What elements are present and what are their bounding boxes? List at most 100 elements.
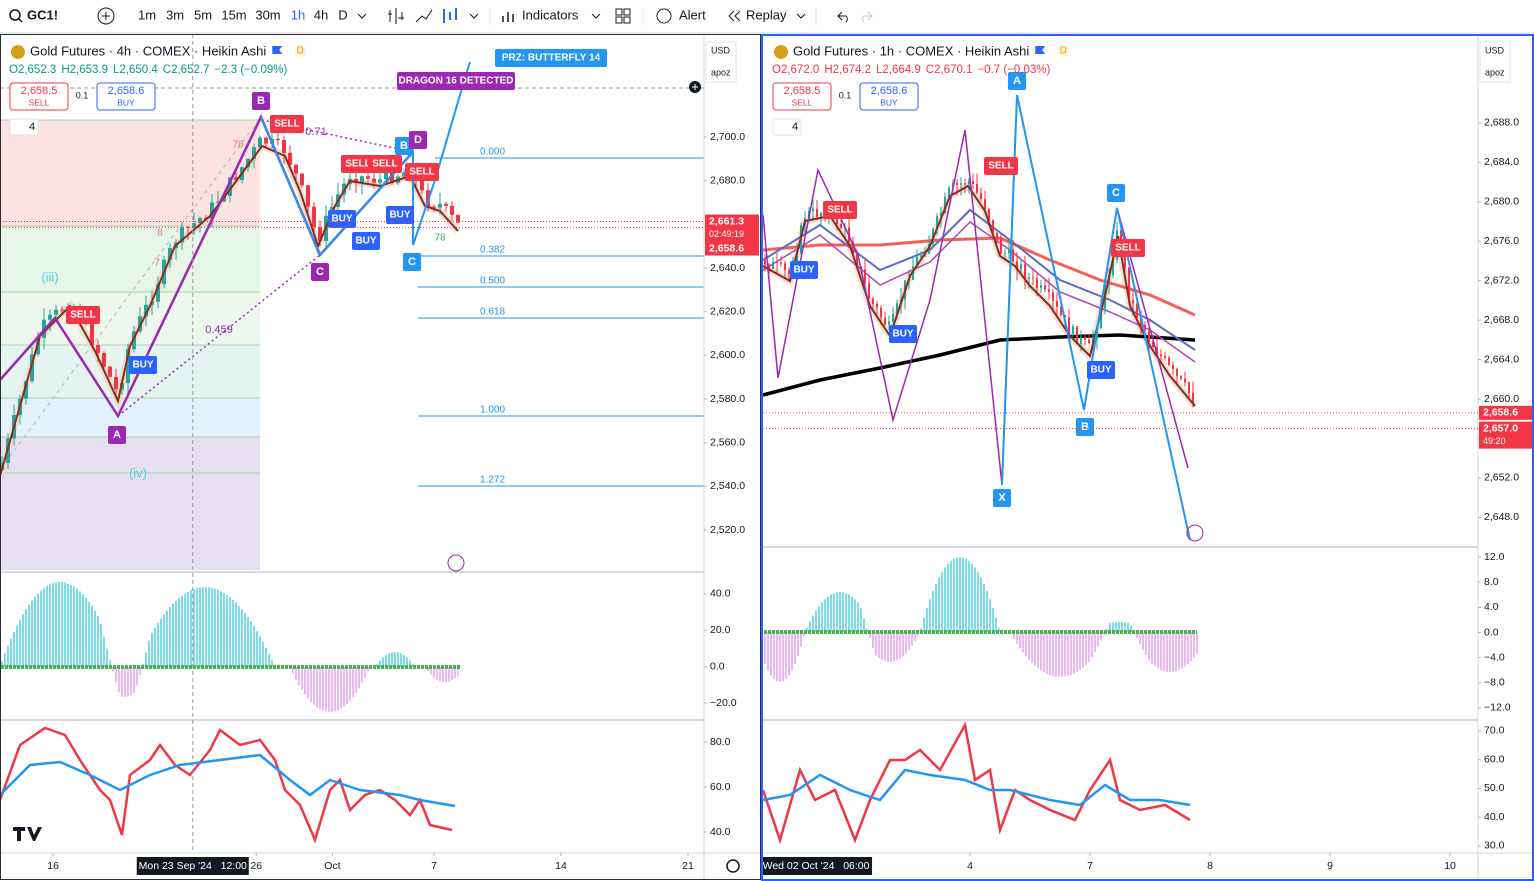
symbol[interactable]: GC1! [27,7,58,22]
y-tick-label: 50.0 [1484,782,1505,794]
candle-body [432,206,436,208]
y-tick-label: 2,540.0 [710,480,745,492]
candle-body [1112,259,1114,276]
y-tick-label: 2,680.0 [710,174,745,186]
x-tick-label: 14 [555,860,567,872]
candle-body [972,180,974,184]
annotation: SELL [274,119,300,130]
y-tick-label: 2,648.0 [1484,511,1519,523]
candle-body [888,321,890,325]
sell-button[interactable] [772,82,832,111]
candle-body [1148,330,1150,342]
annotation: SELL [1115,243,1141,254]
candle-body [168,248,172,260]
candle-body [1188,382,1190,393]
ohlc-value: H2,674.2 [824,64,871,76]
price-tag-countdown: 02:49:19 [709,229,744,239]
annotation: BUY [331,214,352,225]
alert-button[interactable]: Alert [679,7,706,22]
interval-button[interactable]: 4h [314,7,328,22]
y-tick-label: 2,580.0 [710,393,745,405]
interval-button[interactable]: 3m [166,7,184,22]
candle-body [252,147,256,159]
buy-label: BUY [117,97,135,107]
y-tick-label: 0.0 [710,660,725,672]
candle-body [1084,337,1086,340]
candle-body [996,232,998,238]
panes: 0.0000.3820.5000.6181.0001.272BSELL0.717… [0,34,1534,881]
interval-button[interactable]: 5m [194,7,212,22]
buy-button[interactable] [859,82,919,111]
candle-body [872,298,874,304]
ohlc-value: C2,670.1 [926,64,973,76]
candle-body [1040,285,1042,289]
candle-body [1144,324,1146,331]
sell-button[interactable] [9,82,69,111]
interval-button[interactable]: 30m [255,7,280,22]
annotation: SELL [372,159,398,170]
settings-icon[interactable] [726,859,740,873]
candle-body [896,303,898,315]
spread: 0.1 [76,90,89,100]
flag-icon [1035,46,1046,54]
fib-label: 0.000 [480,147,505,158]
candle-body [1020,264,1022,270]
annotation: BUY [355,236,376,247]
candle-body [920,255,922,257]
style-menu[interactable] [469,13,479,19]
interval-button[interactable]: D [338,7,347,22]
line-style[interactable] [415,9,433,23]
indicators-button[interactable]: Indicators [522,7,579,22]
candle-body [420,180,424,191]
layout-icon [623,16,631,24]
replay-button[interactable]: Replay [746,7,787,22]
interval-button[interactable]: 1h [291,7,305,22]
compare-button[interactable] [97,7,115,25]
candle-body [988,208,990,221]
candle-body [54,309,58,315]
indicators-menu[interactable] [591,13,601,19]
search-icon[interactable] [9,9,21,21]
candle-body [1136,303,1138,318]
y-tick-label: 12.0 [1484,551,1505,563]
candle-body [186,227,190,229]
annotation: B [257,95,265,107]
candle-body [300,173,304,186]
annotation-box [66,306,100,324]
interval-button[interactable]: 15m [221,7,246,22]
interval-menu[interactable] [357,13,367,19]
badge: D [297,46,304,57]
layout-icon[interactable] [615,8,623,16]
candle-body [258,137,262,148]
candle-body [812,208,814,212]
badge-circle [1057,45,1070,57]
y-tick-label: 20.0 [710,624,731,636]
candle-body [868,282,870,299]
y-tick-label: 2,676.0 [1484,235,1519,247]
chart-pane: A SELL SELL BUY BUY C SELL BUY B X USD apoz 2,648.0 2… [760,34,1534,880]
buy-button[interactable] [96,82,156,111]
annotation: (iii) [41,269,58,284]
candle-body [102,352,106,367]
undo[interactable] [837,11,848,23]
ohlc-value: O2,672.0 [772,64,819,76]
replay-menu[interactable] [796,13,806,19]
candle-body [960,183,962,185]
annotation-box [495,49,607,67]
indicator-toggle[interactable] [772,118,802,136]
price-tag-label: 2,658.6 [1483,407,1518,419]
annotation-box [386,206,414,224]
candle-body [980,192,982,200]
interval-button[interactable]: 1m [138,7,156,22]
candle-body [276,138,280,141]
candle-body [976,183,978,193]
candle-body [784,263,786,271]
y-tick-label: 0.0 [1484,626,1499,638]
redo[interactable] [862,11,873,23]
annotation-box [993,489,1011,507]
bars-style[interactable] [388,8,404,24]
candle-body [1056,300,1058,307]
candle-body [1048,289,1050,293]
candle-style[interactable] [443,8,457,23]
indicator-toggle[interactable] [9,118,39,136]
